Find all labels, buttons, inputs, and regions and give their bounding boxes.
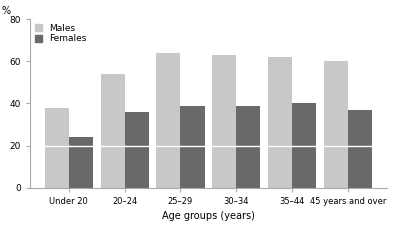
Bar: [292, 104, 316, 188]
Legend: Males, Females: Males, Females: [31, 20, 90, 47]
Bar: [236, 106, 260, 188]
Bar: [45, 108, 69, 188]
Bar: [181, 106, 204, 188]
Bar: [100, 74, 125, 188]
Bar: [156, 53, 181, 188]
Bar: [268, 57, 292, 188]
Text: %: %: [2, 6, 11, 16]
Bar: [212, 55, 236, 188]
Bar: [348, 110, 372, 188]
X-axis label: Age groups (years): Age groups (years): [162, 211, 255, 222]
Bar: [69, 137, 93, 188]
Bar: [125, 112, 149, 188]
Bar: [324, 61, 348, 188]
